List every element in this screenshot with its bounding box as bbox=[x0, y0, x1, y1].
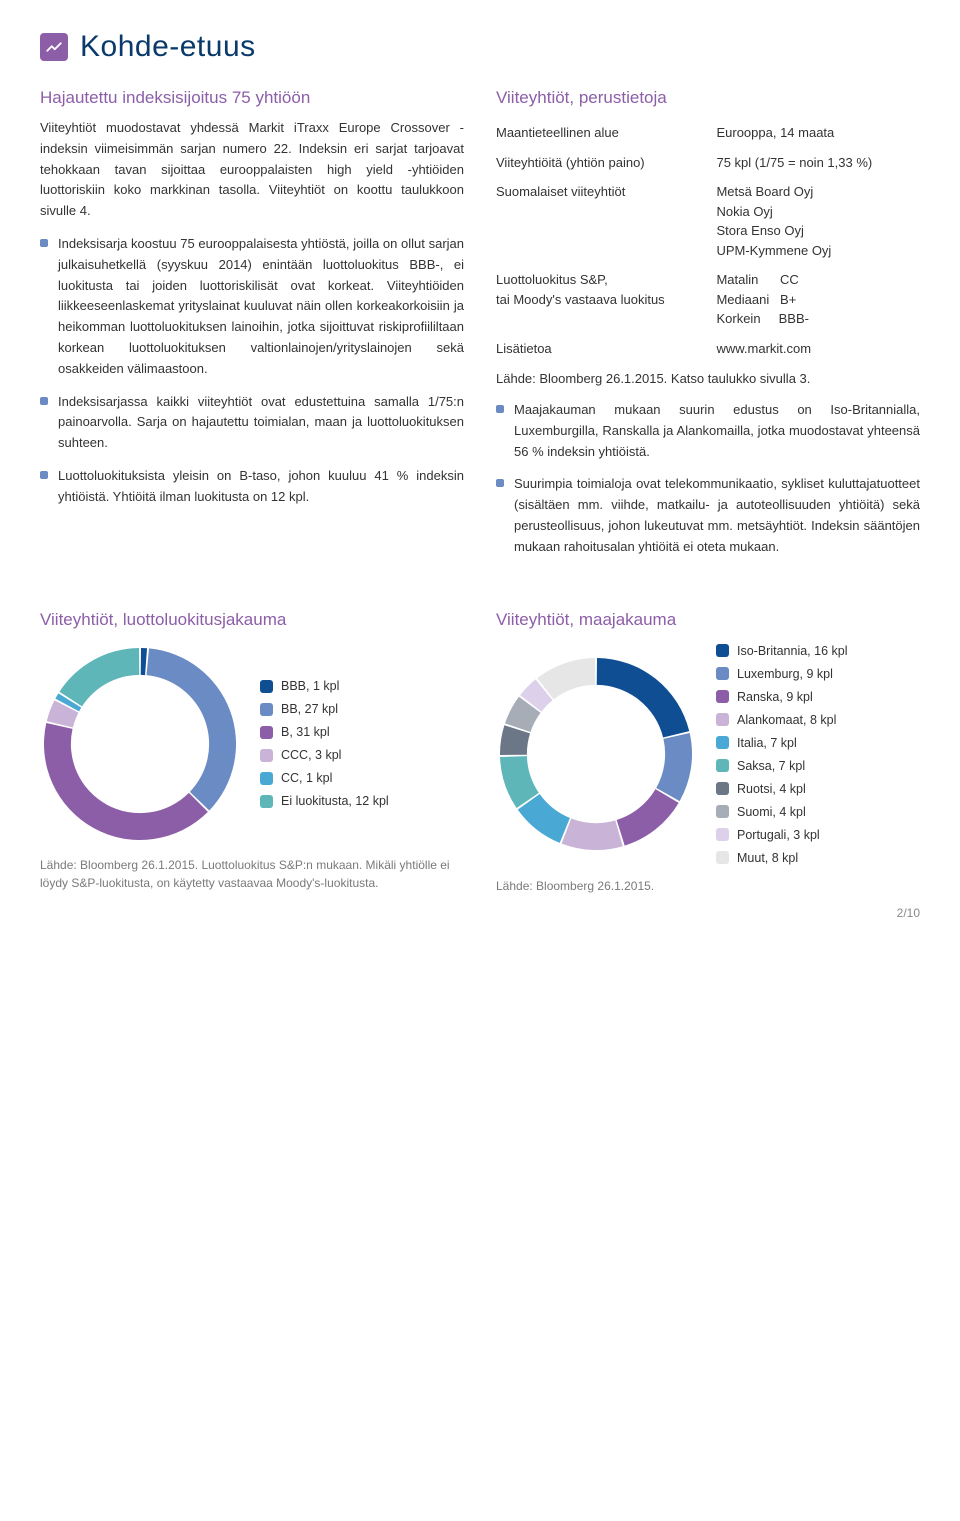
legend-item: Ei luokitusta, 12 kpl bbox=[260, 794, 389, 808]
legend-label: BBB, 1 kpl bbox=[281, 679, 339, 693]
donut-segment bbox=[597, 658, 690, 738]
legend-swatch bbox=[716, 644, 729, 657]
legend-swatch bbox=[260, 772, 273, 785]
legend-swatch bbox=[716, 759, 729, 772]
legend-item: BB, 27 kpl bbox=[260, 702, 389, 716]
chart1-note: Lähde: Bloomberg 26.1.2015. Luottoluokit… bbox=[40, 856, 464, 892]
chart1-donut bbox=[40, 644, 240, 844]
left-bullet: Luottoluokituksista yleisin on B-taso, j… bbox=[40, 466, 464, 508]
legend-item: Ruotsi, 4 kpl bbox=[716, 782, 847, 796]
legend-label: Ruotsi, 4 kpl bbox=[737, 782, 806, 796]
legend-item: Italia, 7 kpl bbox=[716, 736, 847, 750]
legend-label: Muut, 8 kpl bbox=[737, 851, 798, 865]
legend-label: Luxemburg, 9 kpl bbox=[737, 667, 833, 681]
info-value: Matalin CC Mediaani B+ Korkein BBB- bbox=[716, 265, 920, 334]
left-column: Hajautettu indeksisijoitus 75 yhtiöön Vi… bbox=[40, 88, 464, 570]
table-row: Maantieteellinen alue Eurooppa, 14 maata bbox=[496, 118, 920, 148]
legend-swatch bbox=[716, 667, 729, 680]
legend-label: Portugali, 3 kpl bbox=[737, 828, 820, 842]
info-label: Maantieteellinen alue bbox=[496, 118, 716, 148]
right-bullet: Maajakauman mukaan suurin edustus on Iso… bbox=[496, 400, 920, 462]
legend-swatch bbox=[716, 713, 729, 726]
chart2-donut bbox=[496, 654, 696, 854]
page-header: Kohde-etuus bbox=[40, 30, 920, 64]
left-bullet: Indeksisarja koostuu 75 eurooppalaisesta… bbox=[40, 234, 464, 380]
legend-label: Iso-Britannia, 16 kpl bbox=[737, 644, 847, 658]
legend-item: Saksa, 7 kpl bbox=[716, 759, 847, 773]
legend-swatch bbox=[716, 851, 729, 864]
donut-segment bbox=[141, 648, 147, 675]
donut-segment bbox=[562, 819, 623, 850]
legend-item: Alankomaat, 8 kpl bbox=[716, 713, 847, 727]
right-column: Viiteyhtiöt, perustietoja Maantieteellin… bbox=[496, 88, 920, 570]
chart-line-icon bbox=[40, 33, 68, 61]
legend-item: CC, 1 kpl bbox=[260, 771, 389, 785]
legend-label: BB, 27 kpl bbox=[281, 702, 338, 716]
right-source: Lähde: Bloomberg 26.1.2015. Katso tauluk… bbox=[496, 371, 920, 386]
donut-segment bbox=[656, 733, 692, 801]
chart1-legend: BBB, 1 kpl BB, 27 kpl B, 31 kpl CCC, 3 kpl C… bbox=[260, 679, 389, 808]
legend-item: Portugali, 3 kpl bbox=[716, 828, 847, 842]
legend-item: BBB, 1 kpl bbox=[260, 679, 389, 693]
table-row: Lisätietoa www.markit.com bbox=[496, 334, 920, 364]
legend-swatch bbox=[260, 795, 273, 808]
legend-swatch bbox=[260, 703, 273, 716]
legend-swatch bbox=[716, 690, 729, 703]
chart2-legend: Iso-Britannia, 16 kpl Luxemburg, 9 kpl Ran… bbox=[716, 644, 847, 865]
chart-country: Viiteyhtiöt, maajakauma Iso-Britannia, 1… bbox=[496, 600, 920, 895]
right-bullet-list: Maajakauman mukaan suurin edustus on Iso… bbox=[496, 400, 920, 558]
legend-label: Suomi, 4 kpl bbox=[737, 805, 806, 819]
legend-item: B, 31 kpl bbox=[260, 725, 389, 739]
info-value: Metsä Board Oyj Nokia Oyj Stora Enso Oyj… bbox=[716, 177, 920, 265]
page-title: Kohde-etuus bbox=[80, 30, 256, 64]
chart2-title: Viiteyhtiöt, maajakauma bbox=[496, 610, 920, 630]
legend-swatch bbox=[260, 749, 273, 762]
left-bullet-list: Indeksisarja koostuu 75 eurooppalaisesta… bbox=[40, 234, 464, 508]
donut-segment bbox=[59, 648, 139, 706]
legend-swatch bbox=[716, 828, 729, 841]
legend-label: Italia, 7 kpl bbox=[737, 736, 797, 750]
right-subtitle: Viiteyhtiöt, perustietoja bbox=[496, 88, 920, 108]
legend-swatch bbox=[716, 782, 729, 795]
legend-item: Muut, 8 kpl bbox=[716, 851, 847, 865]
legend-swatch bbox=[260, 726, 273, 739]
legend-label: Saksa, 7 kpl bbox=[737, 759, 805, 773]
left-subtitle: Hajautettu indeksisijoitus 75 yhtiöön bbox=[40, 88, 464, 108]
legend-label: CC, 1 kpl bbox=[281, 771, 332, 785]
donut-segment bbox=[44, 723, 208, 840]
info-value: Eurooppa, 14 maata bbox=[716, 118, 920, 148]
chart2-note: Lähde: Bloomberg 26.1.2015. bbox=[496, 877, 920, 895]
legend-label: B, 31 kpl bbox=[281, 725, 330, 739]
donut-segment bbox=[147, 648, 236, 810]
left-bullet: Indeksisarjassa kaikki viiteyhtiöt ovat … bbox=[40, 392, 464, 454]
donut-segment bbox=[617, 789, 679, 845]
left-intro: Viiteyhtiöt muodostavat yhdessä Markit i… bbox=[40, 118, 464, 222]
legend-label: CCC, 3 kpl bbox=[281, 748, 341, 762]
table-row: Suomalaiset viiteyhtiöt Metsä Board Oyj … bbox=[496, 177, 920, 265]
info-value: www.markit.com bbox=[716, 334, 920, 364]
table-row: Viiteyhtiöitä (yhtiön paino) 75 kpl (1/7… bbox=[496, 148, 920, 178]
legend-item: Ranska, 9 kpl bbox=[716, 690, 847, 704]
legend-label: Alankomaat, 8 kpl bbox=[737, 713, 836, 727]
info-label: Viiteyhtiöitä (yhtiön paino) bbox=[496, 148, 716, 178]
chart-credit-rating: Viiteyhtiöt, luottoluokitusjakauma BBB, … bbox=[40, 600, 464, 895]
info-value: 75 kpl (1/75 = noin 1,33 %) bbox=[716, 148, 920, 178]
info-label: Suomalaiset viiteyhtiöt bbox=[496, 177, 716, 265]
legend-swatch bbox=[260, 680, 273, 693]
legend-item: CCC, 3 kpl bbox=[260, 748, 389, 762]
right-bullet: Suurimpia toimialoja ovat telekommunikaa… bbox=[496, 474, 920, 557]
legend-label: Ranska, 9 kpl bbox=[737, 690, 813, 704]
chart1-title: Viiteyhtiöt, luottoluokitusjakauma bbox=[40, 610, 464, 630]
legend-label: Ei luokitusta, 12 kpl bbox=[281, 794, 389, 808]
info-label: Lisätietoa bbox=[496, 334, 716, 364]
legend-item: Iso-Britannia, 16 kpl bbox=[716, 644, 847, 658]
legend-item: Luxemburg, 9 kpl bbox=[716, 667, 847, 681]
legend-swatch bbox=[716, 805, 729, 818]
page-number: 2/10 bbox=[897, 906, 920, 920]
legend-swatch bbox=[716, 736, 729, 749]
table-row: Luottoluokitus S&P, tai Moody's vastaava… bbox=[496, 265, 920, 334]
info-label: Luottoluokitus S&P, tai Moody's vastaava… bbox=[496, 265, 716, 334]
legend-item: Suomi, 4 kpl bbox=[716, 805, 847, 819]
info-table: Maantieteellinen alue Eurooppa, 14 maata… bbox=[496, 118, 920, 363]
